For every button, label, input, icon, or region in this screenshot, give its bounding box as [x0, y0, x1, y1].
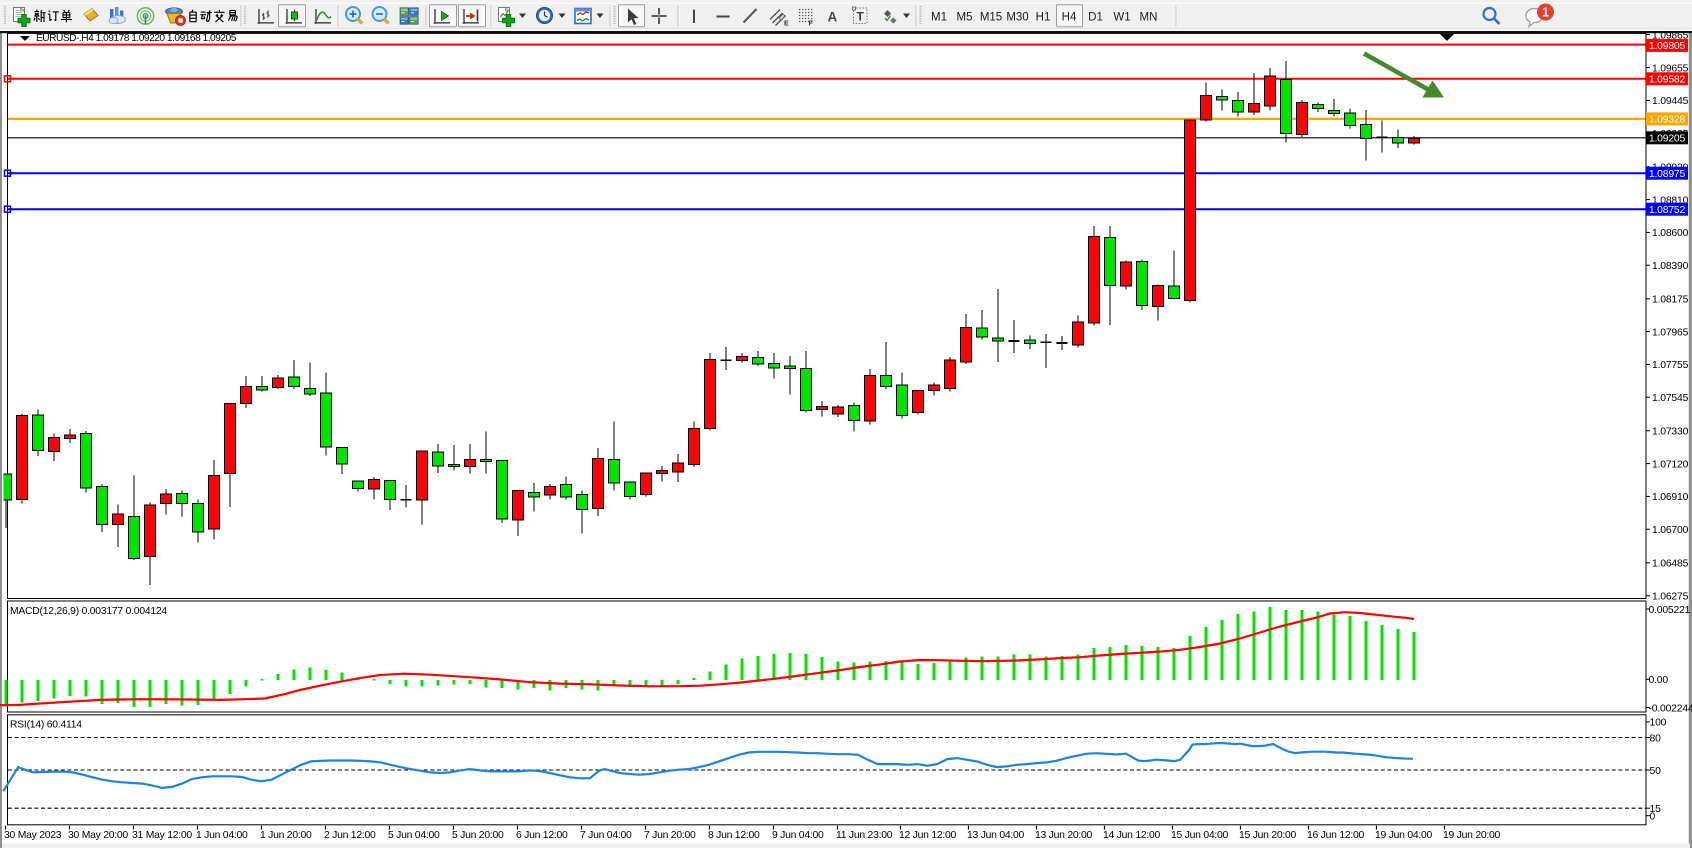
- svg-text:15 Jun 20:00: 15 Jun 20:00: [1239, 830, 1297, 841]
- svg-text:M30: M30: [1006, 12, 1028, 24]
- svg-text:7 Jun 04:00: 7 Jun 04:00: [580, 830, 632, 841]
- svg-text:W1: W1: [1113, 12, 1130, 24]
- svg-text:1.07330: 1.07330: [1652, 427, 1689, 438]
- svg-text:12 Jun 12:00: 12 Jun 12:00: [899, 830, 957, 841]
- svg-text:1.09865: 1.09865: [1652, 30, 1689, 41]
- svg-text:1.08810: 1.08810: [1652, 195, 1689, 206]
- svg-text:16 Jun 12:00: 16 Jun 12:00: [1307, 830, 1365, 841]
- svg-text:30 May 20:00: 30 May 20:00: [68, 830, 128, 841]
- svg-text:5 Jun 04:00: 5 Jun 04:00: [388, 830, 440, 841]
- svg-text:1.09445: 1.09445: [1652, 96, 1689, 107]
- svg-text:5 Jun 20:00: 5 Jun 20:00: [452, 830, 504, 841]
- svg-text:1.09655: 1.09655: [1652, 63, 1689, 74]
- svg-text:1.07120: 1.07120: [1652, 459, 1689, 470]
- svg-text:MN: MN: [1140, 12, 1158, 24]
- svg-text:-0.002244: -0.002244: [1649, 703, 1692, 714]
- svg-text:31 May 12:00: 31 May 12:00: [132, 830, 192, 841]
- svg-text:2 Jun 12:00: 2 Jun 12:00: [324, 830, 376, 841]
- svg-text:100: 100: [1650, 718, 1667, 729]
- svg-text:D1: D1: [1088, 12, 1103, 24]
- svg-text:0.00: 0.00: [1649, 675, 1669, 686]
- svg-text:11 Jun 23:00: 11 Jun 23:00: [836, 830, 893, 841]
- svg-text:M15: M15: [980, 12, 1002, 24]
- svg-text:1.08390: 1.08390: [1652, 261, 1689, 272]
- svg-text:19 Jun 04:00: 19 Jun 04:00: [1375, 830, 1433, 841]
- svg-text:80: 80: [1650, 733, 1662, 744]
- svg-text:0: 0: [1650, 812, 1656, 823]
- svg-text:1.09205: 1.09205: [1649, 134, 1686, 145]
- svg-text:1.06910: 1.06910: [1652, 492, 1689, 503]
- svg-text:1.09805: 1.09805: [1649, 41, 1686, 52]
- svg-text:RSI(14) 60.4114: RSI(14) 60.4114: [10, 720, 82, 731]
- svg-text:1.06275: 1.06275: [1652, 592, 1689, 603]
- svg-text:1.09328: 1.09328: [1649, 115, 1686, 126]
- svg-text:9 Jun 04:00: 9 Jun 04:00: [772, 830, 824, 841]
- svg-text:1.06700: 1.06700: [1652, 525, 1689, 536]
- svg-text:1.06485: 1.06485: [1652, 559, 1689, 570]
- svg-text:E: E: [784, 21, 789, 28]
- svg-text:14 Jun 12:00: 14 Jun 12:00: [1103, 830, 1161, 841]
- svg-text:EURUSD-.H4 1.09178 1.09220 1.: EURUSD-.H4 1.09178 1.09220 1.09168 1.092…: [36, 33, 237, 44]
- svg-text:30 May 2023: 30 May 2023: [4, 830, 62, 841]
- svg-text:H1: H1: [1036, 12, 1051, 24]
- svg-text:1.07545: 1.07545: [1652, 393, 1689, 404]
- svg-text:1.08975: 1.08975: [1649, 169, 1686, 180]
- svg-text:1 Jun 20:00: 1 Jun 20:00: [260, 830, 312, 841]
- svg-text:13 Jun 20:00: 13 Jun 20:00: [1035, 830, 1093, 841]
- svg-text:MACD(12,26,9) 0.003177 0.00412: MACD(12,26,9) 0.003177 0.004124: [10, 606, 167, 617]
- svg-text:6 Jun 12:00: 6 Jun 12:00: [516, 830, 568, 841]
- svg-text:13 Jun 04:00: 13 Jun 04:00: [967, 830, 1025, 841]
- svg-text:1.07965: 1.07965: [1652, 327, 1689, 338]
- svg-text:1: 1: [1542, 6, 1549, 20]
- svg-text:A: A: [828, 10, 838, 25]
- svg-text:1.08752: 1.08752: [1649, 205, 1686, 216]
- svg-text:1 Jun 04:00: 1 Jun 04:00: [196, 830, 248, 841]
- svg-text:50: 50: [1650, 766, 1662, 777]
- svg-text:1.08175: 1.08175: [1652, 295, 1689, 306]
- svg-text:0.005221: 0.005221: [1649, 605, 1691, 616]
- svg-text:M1: M1: [931, 12, 947, 24]
- svg-text:1.07755: 1.07755: [1652, 360, 1689, 371]
- svg-text:1.09582: 1.09582: [1649, 75, 1686, 86]
- svg-text:1.08600: 1.08600: [1652, 228, 1689, 239]
- svg-text:7 Jun 20:00: 7 Jun 20:00: [644, 830, 696, 841]
- svg-text:T: T: [857, 10, 865, 24]
- svg-text:15: 15: [1650, 804, 1662, 815]
- svg-text:H4: H4: [1062, 12, 1077, 24]
- svg-text:19 Jun 20:00: 19 Jun 20:00: [1443, 830, 1501, 841]
- svg-text:M5: M5: [957, 12, 973, 24]
- svg-text:F: F: [809, 21, 814, 28]
- svg-text:15 Jun 04:00: 15 Jun 04:00: [1171, 830, 1229, 841]
- svg-text:8 Jun 12:00: 8 Jun 12:00: [708, 830, 760, 841]
